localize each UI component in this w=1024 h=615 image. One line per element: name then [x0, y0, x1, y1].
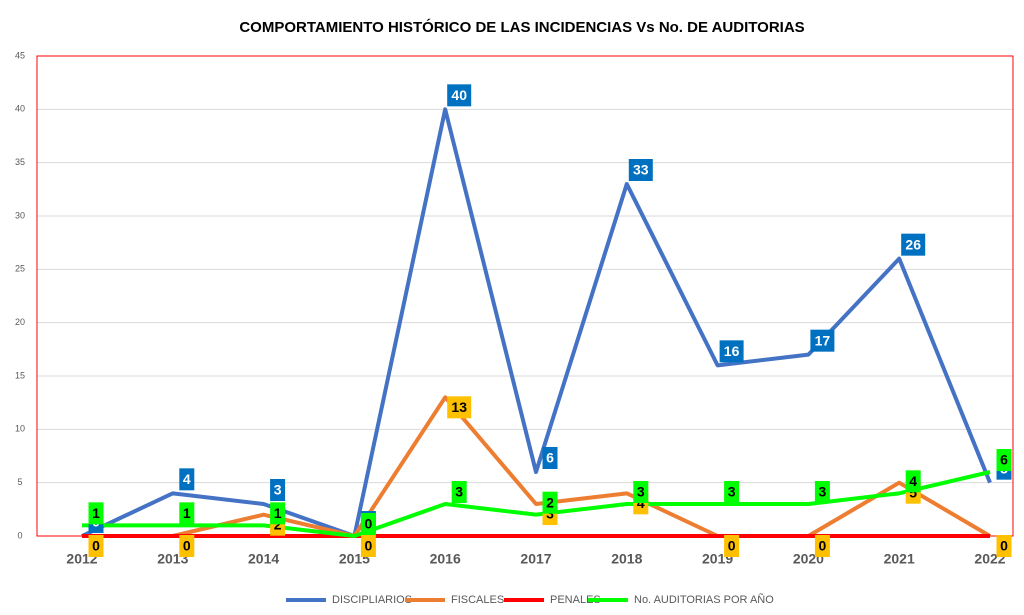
data-label: 16 [724, 343, 740, 359]
data-label: 3 [637, 484, 645, 500]
legend-label: PENALES [550, 594, 601, 606]
data-label-box [724, 535, 740, 557]
y-tick-label: 20 [15, 317, 25, 327]
legend-label: DISCIPLIARIOS [332, 594, 412, 606]
x-tick-label: 2017 [520, 551, 551, 567]
data-label-box [810, 329, 835, 352]
line-series [82, 470, 991, 538]
data-label-box [901, 233, 926, 256]
y-tick-label: 35 [15, 157, 25, 167]
data-label: 4 [637, 495, 645, 511]
y-tick-label: 25 [15, 264, 25, 274]
data-label-box [542, 447, 558, 469]
y-tick-label: 40 [15, 104, 25, 114]
data-label: 5 [909, 484, 917, 500]
data-label-box [451, 481, 467, 503]
data-label: 4 [909, 473, 917, 489]
data-label: 3 [274, 482, 282, 498]
data-label-box [633, 481, 649, 503]
line-series [82, 395, 992, 538]
data-label: 0 [819, 538, 827, 554]
legend-label: No. AUDITORIAS POR AÑO [634, 593, 774, 606]
data-label-box [996, 449, 1012, 471]
data-label-box [88, 502, 104, 525]
x-tick-label: 2016 [430, 551, 461, 567]
chart-title: COMPORTAMIENTO HISTÓRICO DE LAS INCIDENC… [239, 18, 804, 36]
data-label: 40 [451, 87, 467, 103]
data-label-box [179, 502, 195, 525]
y-tick-label: 0 [17, 530, 22, 540]
data-label-box [542, 491, 558, 514]
data-label: 33 [633, 162, 649, 178]
data-label: 3 [455, 484, 463, 500]
data-label: 0 [728, 538, 736, 554]
line-series [81, 107, 992, 538]
data-label: 26 [905, 236, 921, 252]
data-label: 3 [546, 506, 554, 522]
y-tick-label: 15 [15, 370, 25, 380]
data-label: 1 [274, 505, 282, 521]
data-label-box [270, 502, 286, 525]
data-label-box [905, 470, 921, 493]
data-label: 1 [183, 505, 191, 521]
data-label-box [996, 535, 1012, 557]
x-tick-label: 2021 [884, 551, 915, 567]
y-tick-label: 30 [15, 210, 25, 220]
data-label: 0 [92, 538, 100, 554]
y-tick-label: 45 [15, 50, 25, 60]
data-label: 0 [365, 538, 373, 554]
data-label: 6 [1000, 452, 1008, 468]
data-label-box [447, 396, 472, 419]
data-label: 17 [815, 332, 831, 348]
data-label-box [628, 159, 653, 181]
data-label-box [360, 535, 376, 557]
data-label-box [447, 84, 472, 107]
data-label: 2 [546, 494, 554, 510]
x-tick-label: 2014 [248, 551, 279, 567]
data-label-box [179, 535, 195, 557]
data-label-box [719, 340, 744, 363]
data-label: 0 [365, 516, 373, 532]
data-label: 3 [728, 484, 736, 500]
data-label-box [724, 481, 740, 503]
data-label: 2 [274, 516, 282, 532]
data-label-box [270, 479, 286, 501]
data-label: 6 [546, 450, 554, 466]
data-label-box [360, 513, 376, 535]
data-label: 4 [183, 471, 191, 487]
x-tick-label: 2018 [611, 551, 642, 567]
data-label: 0 [183, 538, 191, 554]
data-label-box [179, 468, 195, 491]
y-tick-label: 10 [15, 424, 25, 434]
data-label: 13 [451, 399, 467, 415]
data-label: 3 [819, 484, 827, 500]
legend-label: FISCALES [451, 594, 504, 606]
data-label-box [814, 535, 830, 557]
data-label-box [88, 535, 104, 557]
data-label: 0 [1000, 538, 1008, 554]
data-label: 1 [92, 505, 100, 521]
data-label-box [814, 481, 830, 503]
y-tick-label: 5 [17, 477, 22, 487]
